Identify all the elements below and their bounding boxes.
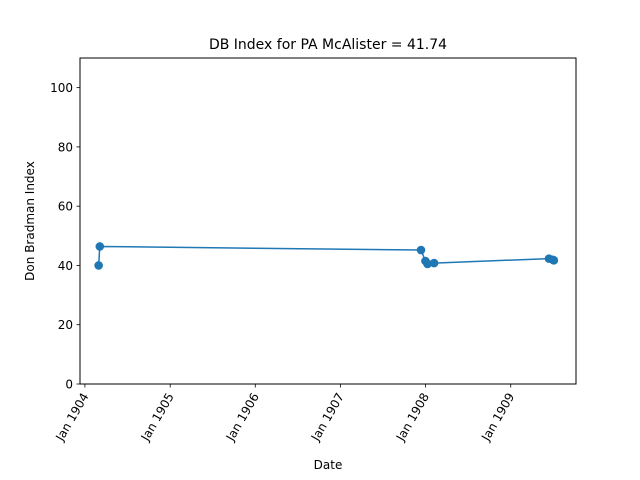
y-axis-label: Don Bradman Index	[23, 161, 37, 281]
plot-frame	[79, 57, 577, 385]
series-layer	[94, 242, 559, 270]
data-point	[94, 261, 103, 270]
x-axis-label: Date	[314, 458, 343, 472]
y-tick-label: 80	[58, 140, 73, 154]
chart-title: DB Index for PA McAlister = 41.74	[209, 37, 447, 53]
data-point	[549, 255, 559, 265]
y-axis: 0 20 40 60 80 100	[50, 81, 80, 392]
y-tick-label: 20	[58, 318, 73, 332]
data-point	[429, 258, 439, 268]
data-point	[423, 259, 432, 269]
y-tick-label: 0	[65, 378, 73, 392]
data-point	[416, 245, 426, 255]
y-tick-label: 40	[58, 259, 73, 273]
y-tick-label: 60	[58, 200, 73, 214]
data-point	[95, 242, 105, 251]
y-tick-label: 100	[50, 81, 73, 95]
